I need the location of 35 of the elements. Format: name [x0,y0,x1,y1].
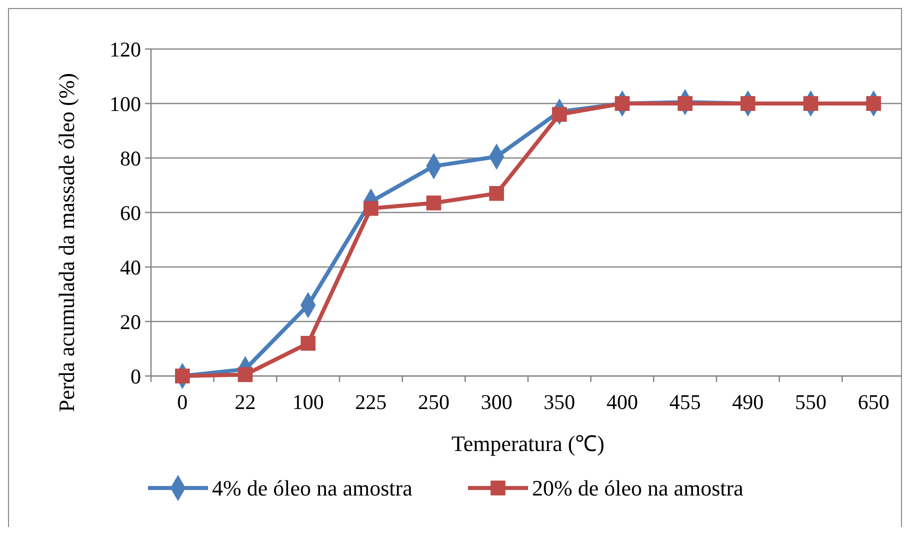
y-axis-title: Perda acumulada da massade óleo (%) [54,72,79,412]
point [803,96,818,111]
y-tick-label: 60 [120,200,141,225]
x-tick-label: 490 [732,390,764,414]
x-tick-label: 0 [177,390,188,414]
y-tick-label: 40 [120,255,141,280]
point [866,96,881,111]
x-tick-label: 350 [544,390,576,414]
y-tick-label: 120 [110,37,141,62]
x-tick-label: 250 [418,390,450,414]
legend-label: 4% de óleo na amostra [212,476,413,501]
point [300,336,316,351]
x-tick-label: 300 [480,390,512,414]
x-tick-label: 650 [858,390,890,414]
point [552,106,567,122]
x-tick-label: 400 [606,390,638,414]
y-tick-label: 0 [130,364,141,388]
point [678,96,692,111]
x-tick-label: 455 [669,390,701,414]
x-tick-label: 22 [234,390,256,414]
x-axis-title: Temperatura (℃) [452,431,604,456]
x-tick-label: 225 [355,390,387,414]
point [740,96,756,111]
point [238,367,253,382]
point [175,368,190,384]
point [614,96,630,111]
y-tick-label: 100 [110,92,141,116]
y-tick-label: 80 [120,146,141,170]
point [489,186,504,201]
x-tick-label: 550 [795,390,826,414]
x-tick-label: 100 [292,390,324,414]
y-tick-label: 20 [120,310,141,334]
point [364,200,378,216]
point [426,196,442,210]
legend-label: 20% de óleo na amostra [532,476,744,501]
